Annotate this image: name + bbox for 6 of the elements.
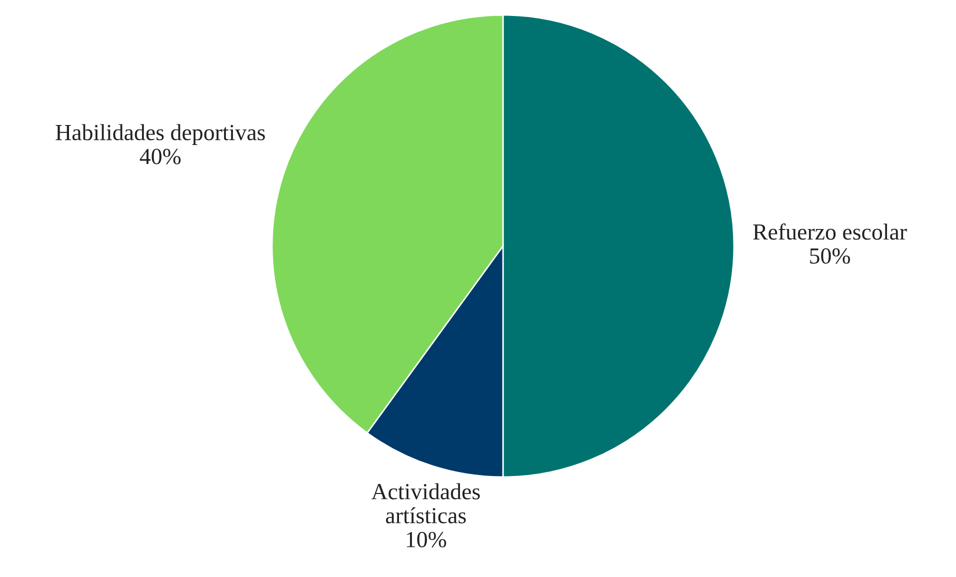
data-label: 40% <box>140 148 181 164</box>
slice-label: Actividades artísticas <box>371 483 480 524</box>
slice-label: Refuerzo escolar <box>753 223 907 240</box>
data-label: 50% <box>810 248 850 264</box>
data-label: 10% <box>406 532 446 548</box>
slice-label: Habilidades deportivas <box>56 124 265 145</box>
